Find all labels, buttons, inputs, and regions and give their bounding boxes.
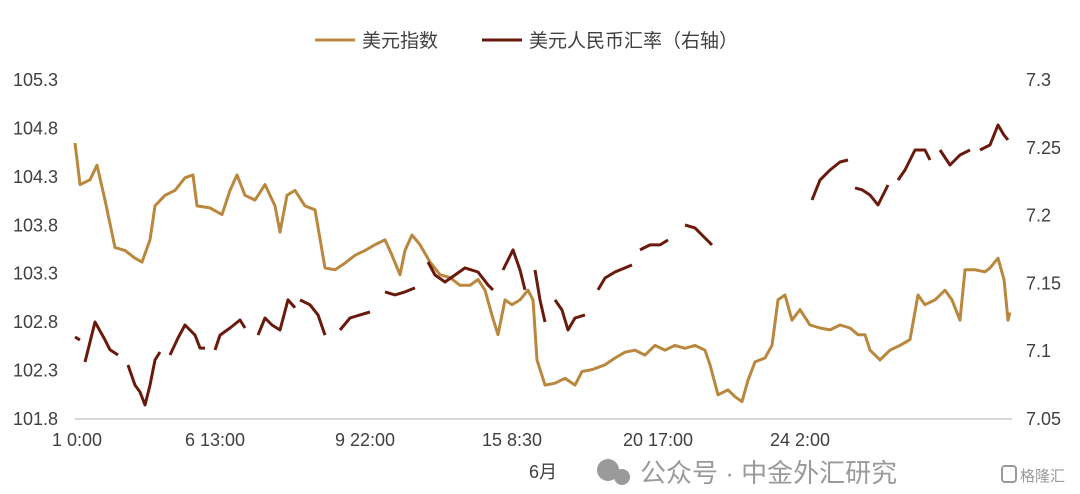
left-axis-ticks: 101.8 102.3 102.8 103.3 103.8 104.3 104.8 105.3 <box>13 70 58 429</box>
series-line-usdcny <box>938 148 971 167</box>
series-line-dxy <box>73 142 1012 404</box>
series-line-usdcny <box>501 248 527 291</box>
x-axis-ticks: 1 0:00 6 13:00 9 22:00 15 8:30 20 17:00 24 2:… <box>52 430 830 450</box>
series-lines <box>73 123 1012 407</box>
series-line-usdcny <box>533 269 547 323</box>
watermark-logo-text: 格隆汇 <box>1020 468 1065 485</box>
x-tick-label: 20 17:00 <box>623 430 693 450</box>
series-line-usdcny <box>854 184 890 207</box>
right-tick-label: 7.15 <box>1026 273 1061 293</box>
gelonghui-logo-icon <box>1001 465 1017 483</box>
watermark: 公众号 · 中金外汇研究 格隆汇 <box>597 458 1065 488</box>
x-tick-label: 9 22:00 <box>335 430 395 450</box>
series-line-usdcny <box>553 299 586 332</box>
series-line-usdcny <box>74 335 81 342</box>
legend: 美元指数 美元人民币汇率（右轴） <box>315 30 738 52</box>
series-line-usdcny <box>168 323 205 356</box>
right-tick-label: 7.2 <box>1026 206 1051 226</box>
left-tick-label: 101.8 <box>13 409 58 429</box>
x-tick-label: 15 8:30 <box>482 430 542 450</box>
series-line-usdcny <box>684 223 714 246</box>
series-line-usdcny <box>338 310 371 331</box>
series-line-usdcny <box>979 123 1010 152</box>
legend-label-dxy: 美元指数 <box>362 30 438 52</box>
series-line-usdcny <box>810 158 849 201</box>
series-line-usdcny <box>426 261 495 291</box>
x-tick-label: 1 0:00 <box>52 430 102 450</box>
left-tick-label: 104.8 <box>13 118 58 138</box>
x-axis-title: 6月 <box>529 462 557 482</box>
series-line-usdcny <box>126 351 162 407</box>
wechat-icon <box>597 459 619 481</box>
series-line-usdcny <box>299 298 327 336</box>
series-line-usdcny <box>896 148 932 181</box>
x-tick-label: 24 2:00 <box>770 430 830 450</box>
series-line-usdcny <box>639 238 669 252</box>
legend-label-usdcny: 美元人民币汇率（右轴） <box>529 30 738 52</box>
left-tick-label: 103.8 <box>13 215 58 235</box>
left-tick-label: 102.8 <box>13 312 58 332</box>
right-tick-label: 7.25 <box>1026 138 1061 158</box>
right-tick-label: 7.1 <box>1026 341 1051 361</box>
right-axis-ticks: 7.05 7.1 7.15 7.2 7.25 7.3 <box>1026 70 1061 429</box>
right-tick-label: 7.3 <box>1026 70 1051 90</box>
series-line-usdcny <box>213 318 247 351</box>
series-line-usdcny <box>384 286 416 297</box>
watermark-wechat-text: 公众号 · 中金外汇研究 <box>640 458 897 488</box>
series-line-usdcny <box>596 263 633 291</box>
series-line-usdcny <box>256 298 297 336</box>
right-tick-label: 7.05 <box>1026 409 1061 429</box>
series-line-usdcny <box>83 320 119 363</box>
left-tick-label: 104.3 <box>13 167 58 187</box>
x-tick-label: 6 13:00 <box>185 430 245 450</box>
left-tick-label: 105.3 <box>13 70 58 90</box>
left-tick-label: 103.3 <box>13 264 58 284</box>
left-tick-label: 102.3 <box>13 361 58 381</box>
